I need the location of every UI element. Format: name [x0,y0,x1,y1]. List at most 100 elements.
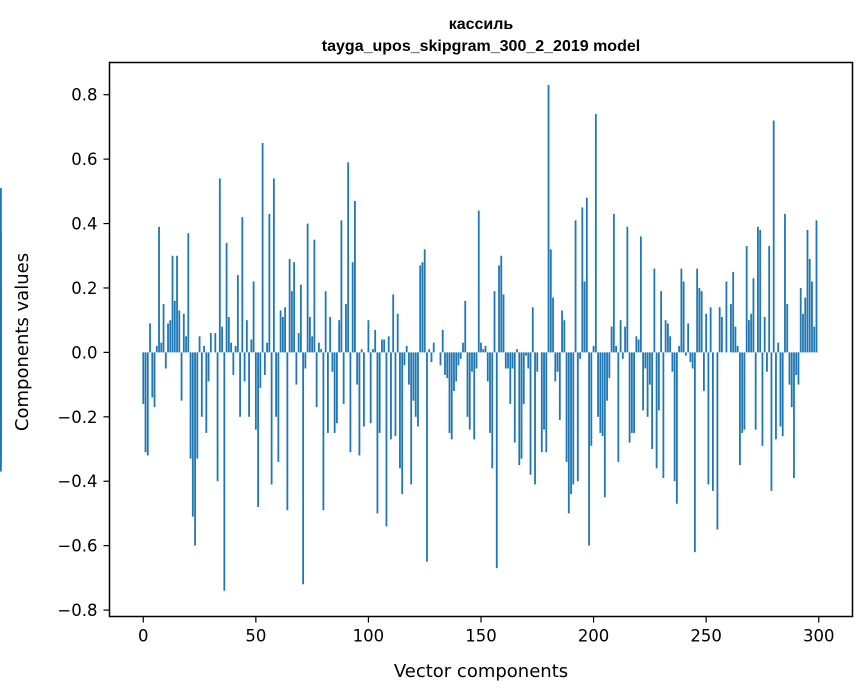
bar-219 [635,336,638,353]
bar-204 [601,352,604,437]
x-tick-label: 200 [578,627,610,646]
bar-224 [646,352,649,417]
bar-242 [687,323,690,353]
bar-9 [162,304,165,353]
bar-235 [671,352,674,372]
bar-33 [216,352,219,482]
bar-25 [198,336,201,353]
bar-102 [372,349,374,353]
bar-137 [450,352,453,440]
bar-250 [705,313,708,353]
bar-29 [207,352,210,382]
bar-237 [675,352,678,504]
bar-278 [768,246,771,353]
bar-275 [761,352,764,446]
bar-136 [448,352,451,433]
bar-54 [263,352,266,375]
bar-87 [338,320,341,353]
bar-243 [689,352,692,363]
bar-78 [317,342,320,353]
bar-291 [797,352,800,385]
bar-146 [471,352,473,372]
bar-215 [626,226,629,353]
y-tick-label: −0.8 [57,601,97,620]
bar-8 [160,342,163,353]
bar-23 [194,352,196,546]
bar-59 [275,352,278,417]
bar-205 [603,352,606,498]
bar-207 [608,352,611,379]
bar-199 [590,352,593,446]
bar-141 [459,352,462,359]
bar-182 [552,297,554,353]
bar-50 [254,352,257,430]
bar-222 [642,352,645,411]
bar-97 [360,349,363,353]
bar-53 [261,143,264,353]
bar-117 [405,345,408,353]
bar-166 [516,349,518,353]
bar-159 [500,255,503,353]
bar-98 [363,352,365,427]
bar-155 [491,352,494,469]
bar-75 [311,336,314,353]
bar-113 [396,313,399,353]
bar-undefined [0,352,2,433]
bar-228 [655,352,658,469]
bar-17 [180,352,183,401]
bar-200 [592,345,595,353]
bar-139 [455,352,458,382]
x-tick-label: 0 [138,627,149,646]
x-axis-label: Vector components [394,661,568,682]
bar-173 [531,307,534,353]
bar-281 [775,352,777,440]
bar-206 [606,352,608,401]
bar-244 [691,352,694,369]
bar-123 [419,265,422,353]
bar-62 [281,316,284,353]
plot-frame [108,61,854,618]
bar-245 [693,352,696,553]
bar-261 [730,304,732,353]
bar-119 [410,352,413,485]
bar-35 [221,326,223,353]
bar-70 [299,284,302,353]
bar-65 [288,258,291,353]
bar-55 [266,342,269,353]
y-tick-label: 0.2 [71,279,97,298]
bar-165 [513,352,516,443]
bar-89 [342,352,345,404]
bar-161 [504,352,507,369]
bar-135 [446,352,449,379]
bar-19 [185,336,187,353]
bar-178 [543,352,545,430]
bar-133 [441,329,444,353]
bar-186 [561,310,563,353]
bar-181 [549,249,552,353]
bar-45 [243,352,246,382]
bar-69 [297,333,300,353]
bar-238 [678,345,681,353]
bar-197 [585,197,588,353]
bar-73 [306,223,309,353]
chart-title-line1: кассиль [449,16,514,33]
bar-214 [624,326,626,353]
bar-265 [739,352,741,466]
bar-124 [421,262,424,353]
bar-112 [394,352,397,437]
bar-144 [466,352,469,417]
bar-163 [509,352,512,404]
bar-47 [248,352,250,417]
bar-116 [403,352,406,366]
bar-216 [628,352,631,443]
bar-169 [522,352,525,404]
x-tick-label: 50 [245,627,266,646]
bar-220 [637,339,640,353]
bar-183 [554,352,557,382]
bar-295 [806,229,809,353]
bar-246 [696,268,699,353]
bar-38 [227,316,230,353]
bar-114 [399,352,401,469]
bar-110 [390,352,392,440]
